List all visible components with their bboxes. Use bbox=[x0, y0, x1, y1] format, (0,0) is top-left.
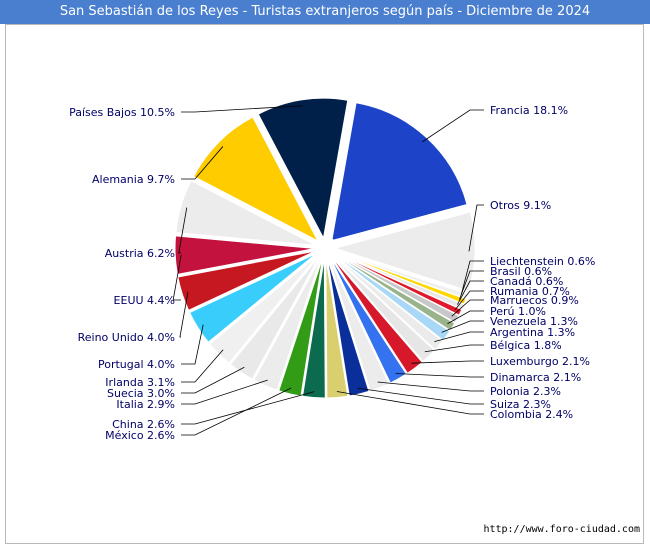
pie-slices bbox=[174, 97, 476, 399]
chart-title: San Sebastián de los Reyes - Turistas ex… bbox=[59, 4, 591, 19]
source-url: http://www.foro-ciudad.com bbox=[483, 524, 640, 535]
pie-slice-irlanda bbox=[209, 254, 319, 364]
slice-label: Francia 18.1% bbox=[490, 104, 568, 117]
leader-line bbox=[454, 290, 484, 311]
leader-line bbox=[377, 381, 484, 392]
slice-label: Colombia 2.4% bbox=[490, 408, 573, 421]
leader-line bbox=[459, 270, 484, 300]
leader-line bbox=[434, 331, 484, 342]
slice-label: Argentina 1.3% bbox=[490, 326, 575, 339]
pie-slice-argentina bbox=[332, 254, 444, 351]
slice-label: Perú 1.0% bbox=[490, 305, 546, 318]
slice-label: Países Bajos 10.5% bbox=[69, 106, 175, 119]
pie-center bbox=[313, 236, 337, 260]
leader-line bbox=[181, 387, 292, 436]
leader-line bbox=[457, 280, 484, 305]
slice-label: Otros 9.1% bbox=[490, 199, 551, 212]
pie-slice-italia bbox=[253, 256, 322, 391]
pie-slice-austria bbox=[175, 180, 316, 246]
slice-label: EEUU 4.4% bbox=[114, 294, 175, 307]
pie-slice-otros bbox=[333, 211, 476, 292]
slice-label: Dinamarca 2.1% bbox=[490, 371, 581, 384]
pie-slice-rumania bbox=[333, 251, 463, 316]
pie-slice-polonia bbox=[328, 257, 390, 392]
slice-label: Brasil 0.6% bbox=[490, 265, 552, 278]
leader-line bbox=[357, 387, 484, 405]
title-bar: San Sebastián de los Reyes - Turistas ex… bbox=[0, 0, 650, 24]
pie-slice-luxemburgo bbox=[330, 255, 423, 374]
leader-line bbox=[181, 324, 204, 365]
pie-slice-per- bbox=[333, 252, 456, 332]
pie-slice-pa-ses-bajos bbox=[257, 97, 349, 240]
slice-label: Suiza 2.3% bbox=[490, 398, 551, 411]
leader-line bbox=[451, 299, 484, 317]
leader-line bbox=[181, 349, 224, 383]
leader-line bbox=[447, 310, 484, 325]
leader-line bbox=[181, 105, 303, 113]
slice-label: Venezuela 1.3% bbox=[490, 315, 578, 328]
slice-label: China 2.6% bbox=[112, 418, 175, 431]
pie-slice-suiza bbox=[326, 257, 370, 397]
slice-label: Italia 2.9% bbox=[116, 398, 175, 411]
slice-label: Reino Unido 4.0% bbox=[78, 331, 175, 344]
label-leader-lines bbox=[172, 105, 484, 436]
pie-slice-m-xico bbox=[278, 257, 324, 397]
leader-line bbox=[181, 379, 268, 405]
leader-line bbox=[179, 292, 189, 338]
leader-line bbox=[395, 373, 484, 378]
slice-label: Luxemburgo 2.1% bbox=[490, 355, 590, 368]
pie-slice-suecia bbox=[229, 255, 320, 380]
leader-line bbox=[411, 360, 484, 364]
leader-line bbox=[422, 109, 484, 143]
slice-label: Bélgica 1.8% bbox=[490, 339, 562, 352]
leader-line bbox=[468, 204, 484, 252]
leader-line bbox=[181, 391, 315, 425]
leader-line bbox=[460, 260, 484, 295]
leader-line bbox=[424, 344, 484, 353]
leader-line bbox=[441, 320, 484, 333]
slice-label: Austria 6.2% bbox=[105, 247, 175, 260]
slice-label: Irlanda 3.1% bbox=[105, 376, 175, 389]
slice-labels: Francia 18.1% Otros 9.1% Liechtenstein 0.6… bbox=[69, 104, 595, 442]
pie-slice-reino-unido bbox=[177, 250, 316, 311]
pie-slice-portugal bbox=[189, 252, 317, 343]
pie-slice-alemania bbox=[192, 116, 320, 243]
slice-label: México 2.6% bbox=[105, 429, 175, 442]
slice-label: Alemania 9.7% bbox=[92, 173, 175, 186]
leader-line bbox=[172, 254, 182, 301]
slice-label: Marruecos 0.9% bbox=[490, 294, 579, 307]
leader-line bbox=[178, 207, 188, 254]
pie-slice-china bbox=[301, 257, 326, 399]
pie-slice-francia bbox=[331, 102, 468, 242]
slice-label: Polonia 2.3% bbox=[490, 385, 561, 398]
slice-label: Liechtenstein 0.6% bbox=[490, 255, 595, 268]
pie-slice-colombia bbox=[325, 257, 349, 399]
pie-slice-venezuela bbox=[332, 253, 451, 342]
slice-label: Canadá 0.6% bbox=[490, 275, 563, 288]
leader-line bbox=[181, 366, 245, 394]
leader-line bbox=[336, 391, 484, 415]
slice-label: Rumania 0.7% bbox=[490, 285, 570, 298]
leader-line bbox=[181, 146, 224, 180]
slice-label: Suecia 3.0% bbox=[107, 387, 175, 400]
pie-slice-marruecos bbox=[333, 252, 460, 324]
slice-label: Portugal 4.0% bbox=[98, 358, 175, 371]
